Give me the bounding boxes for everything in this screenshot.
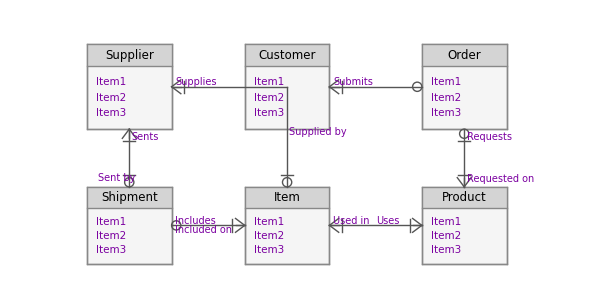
Bar xyxy=(87,187,171,208)
Text: Included on: Included on xyxy=(176,225,232,235)
Bar xyxy=(422,44,506,129)
Text: Item2: Item2 xyxy=(431,231,462,241)
Text: Item3: Item3 xyxy=(431,108,462,118)
Text: Uses: Uses xyxy=(376,216,399,226)
Bar xyxy=(245,44,329,66)
Text: Item1: Item1 xyxy=(431,217,462,227)
Text: Order: Order xyxy=(447,49,481,62)
Text: Item1: Item1 xyxy=(96,217,126,227)
Text: Includes: Includes xyxy=(176,216,216,226)
Text: Submits: Submits xyxy=(333,77,373,87)
Bar xyxy=(87,187,171,264)
Text: Item3: Item3 xyxy=(96,108,126,118)
Bar xyxy=(422,187,506,208)
Text: Supplier: Supplier xyxy=(105,49,154,62)
Text: Customer: Customer xyxy=(258,49,316,62)
Bar xyxy=(245,187,329,264)
Text: Item1: Item1 xyxy=(254,77,284,87)
Text: Supplied by: Supplied by xyxy=(290,127,347,137)
Text: Sents: Sents xyxy=(132,132,159,142)
Text: Item2: Item2 xyxy=(431,92,462,103)
Text: Item3: Item3 xyxy=(254,108,284,118)
Bar xyxy=(245,187,329,208)
Text: Item3: Item3 xyxy=(96,245,126,255)
Bar xyxy=(87,44,171,129)
Text: Item2: Item2 xyxy=(96,231,126,241)
Bar xyxy=(87,44,171,66)
Bar xyxy=(422,187,506,264)
Text: Item2: Item2 xyxy=(254,92,284,103)
Text: Requested on: Requested on xyxy=(466,174,534,184)
Text: Item: Item xyxy=(274,191,301,204)
Text: Item2: Item2 xyxy=(96,92,126,103)
Text: Shipment: Shipment xyxy=(101,191,158,204)
Bar xyxy=(245,44,329,129)
Text: Item1: Item1 xyxy=(96,77,126,87)
Text: Requests: Requests xyxy=(466,132,512,142)
Text: Item1: Item1 xyxy=(254,217,284,227)
Text: Item1: Item1 xyxy=(431,77,462,87)
Text: Sent by: Sent by xyxy=(99,173,136,183)
Text: Product: Product xyxy=(442,191,486,204)
Text: Item3: Item3 xyxy=(254,245,284,255)
Text: Item3: Item3 xyxy=(431,245,462,255)
Text: Used in: Used in xyxy=(333,216,370,226)
Text: Supplies: Supplies xyxy=(176,77,217,87)
Bar xyxy=(422,44,506,66)
Text: Item2: Item2 xyxy=(254,231,284,241)
